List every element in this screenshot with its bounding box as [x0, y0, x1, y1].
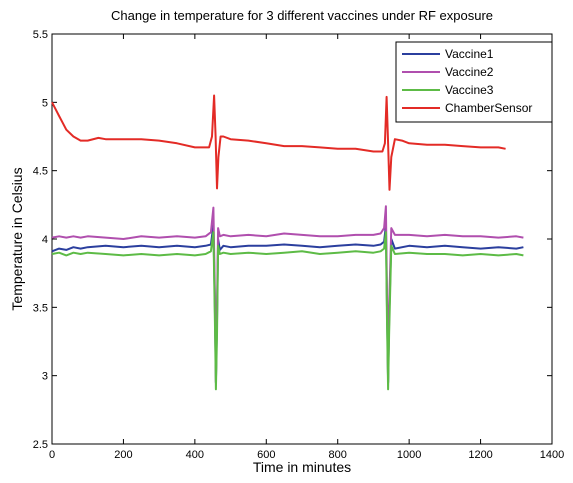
x-axis-title: Time in minutes: [253, 459, 351, 475]
y-tick-label: 3.5: [33, 302, 48, 314]
x-tick-label: 1000: [397, 449, 421, 461]
y-tick-label: 5.5: [33, 29, 48, 41]
y-tick-label: 4.5: [33, 166, 48, 178]
x-tick-label: 600: [257, 449, 275, 461]
series-line-vaccine3: [51, 231, 524, 391]
series-line-vaccine2: [51, 205, 524, 384]
y-tick-label: 3: [42, 371, 48, 383]
x-tick-label: 200: [114, 449, 132, 461]
y-axis-title: Temperature in Celsius: [9, 167, 25, 310]
legend-label: ChamberSensor: [445, 101, 532, 115]
chart-title: Change in temperature for 3 different va…: [111, 8, 493, 23]
x-tick-label: 1200: [468, 449, 492, 461]
legend-label: Vaccine1: [445, 47, 494, 61]
legend-label: Vaccine3: [445, 83, 494, 97]
legend: Vaccine1 Vaccine2 Vaccine3 ChamberSensor: [395, 41, 553, 123]
x-tick-label: 800: [329, 449, 347, 461]
series-line-chambersensor: [51, 94, 506, 191]
y-tick-label: 4: [42, 234, 48, 246]
x-tick-label: 400: [186, 449, 204, 461]
legend-label: Vaccine2: [445, 65, 494, 79]
x-tick-label: 1400: [540, 449, 564, 461]
axis-ticks: 0 200 400 600 800 1000 1200 1400 2.5 3 3.5 4 4.5 5 5.5: [33, 29, 565, 461]
y-tick-label: 5: [42, 97, 48, 109]
series-line-vaccine1: [51, 224, 524, 384]
series-layer: [51, 94, 524, 391]
y-tick-label: 2.5: [33, 439, 48, 451]
x-tick-label: 0: [49, 449, 55, 461]
